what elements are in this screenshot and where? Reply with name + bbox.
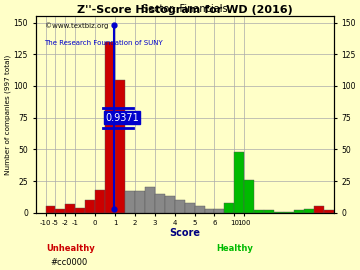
Title: Z''-Score Histogram for WD (2016): Z''-Score Histogram for WD (2016) <box>77 5 293 15</box>
Y-axis label: Number of companies (997 total): Number of companies (997 total) <box>4 54 11 175</box>
Bar <box>185 203 194 213</box>
Text: The Research Foundation of SUNY: The Research Foundation of SUNY <box>45 40 163 46</box>
Bar <box>155 194 165 213</box>
Bar <box>244 180 254 213</box>
Bar <box>234 152 244 213</box>
Bar <box>324 210 334 213</box>
Bar <box>75 208 85 213</box>
Bar <box>55 209 66 213</box>
Bar <box>314 207 324 213</box>
Bar <box>264 210 274 213</box>
Bar <box>165 196 175 213</box>
Bar <box>215 209 224 213</box>
Bar <box>125 191 135 213</box>
Bar <box>274 211 284 213</box>
Bar <box>135 191 145 213</box>
Bar <box>66 204 75 213</box>
Bar <box>45 207 55 213</box>
Bar <box>95 190 105 213</box>
Text: Sector: Financials: Sector: Financials <box>142 4 228 14</box>
Text: ©www.textbiz.org: ©www.textbiz.org <box>45 22 108 29</box>
Bar <box>224 203 234 213</box>
Bar <box>175 200 185 213</box>
Text: #cc0000: #cc0000 <box>50 258 87 266</box>
Bar <box>284 211 294 213</box>
Bar <box>105 42 115 213</box>
Bar <box>254 210 264 213</box>
Bar <box>115 80 125 213</box>
Bar <box>145 187 155 213</box>
Bar <box>194 207 204 213</box>
Text: Healthy: Healthy <box>216 244 253 253</box>
Text: Unhealthy: Unhealthy <box>46 244 95 253</box>
Bar <box>294 210 304 213</box>
Bar <box>204 209 215 213</box>
Text: 0.9371: 0.9371 <box>105 113 139 123</box>
Bar <box>85 200 95 213</box>
Bar <box>304 209 314 213</box>
X-axis label: Score: Score <box>169 228 200 238</box>
